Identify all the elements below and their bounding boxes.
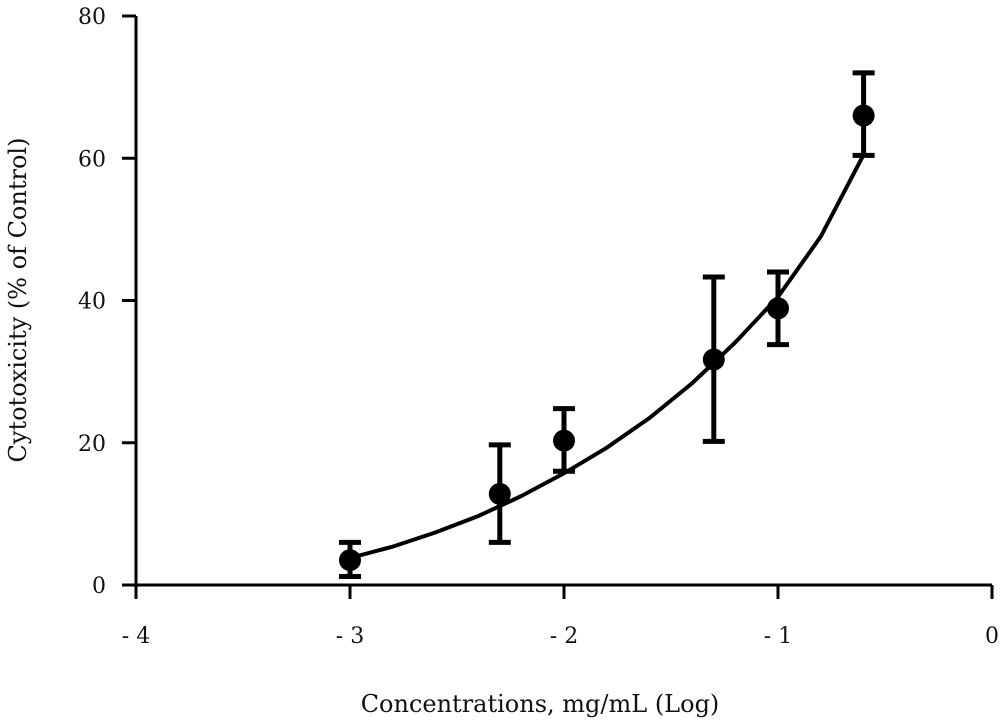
y-axis-title: Cytotoxicity (% of Control) <box>4 138 32 463</box>
y-tick-label: 20 <box>78 432 106 457</box>
x-axis-title: Concentrations, mg/mL (Log) <box>361 690 720 718</box>
data-point <box>702 274 725 444</box>
data-points <box>339 70 875 579</box>
x-ticks: - 4 - 3 - 2 - 1 0 <box>122 585 999 649</box>
y-tick-label: 40 <box>78 290 106 315</box>
data-marker <box>767 297 789 320</box>
data-marker <box>553 429 575 452</box>
x-tick-label: - 2 <box>550 624 578 649</box>
data-point <box>553 406 575 474</box>
data-point <box>339 539 361 579</box>
data-point <box>767 269 789 348</box>
data-marker <box>852 104 875 127</box>
data-marker <box>702 348 725 371</box>
x-tick-label: 0 <box>985 624 999 649</box>
y-ticks: 0 20 40 60 80 <box>78 5 136 599</box>
x-tick-label: - 1 <box>764 624 792 649</box>
y-tick-label: 60 <box>78 147 106 172</box>
data-marker <box>488 482 511 505</box>
fit-curve <box>349 153 866 560</box>
y-tick-label: 0 <box>92 574 106 599</box>
x-tick-label: - 4 <box>122 624 150 649</box>
data-point <box>852 70 875 158</box>
y-tick-label: 80 <box>78 5 106 30</box>
data-marker <box>339 549 361 572</box>
data-point <box>488 442 511 545</box>
x-tick-label: - 3 <box>336 624 364 649</box>
